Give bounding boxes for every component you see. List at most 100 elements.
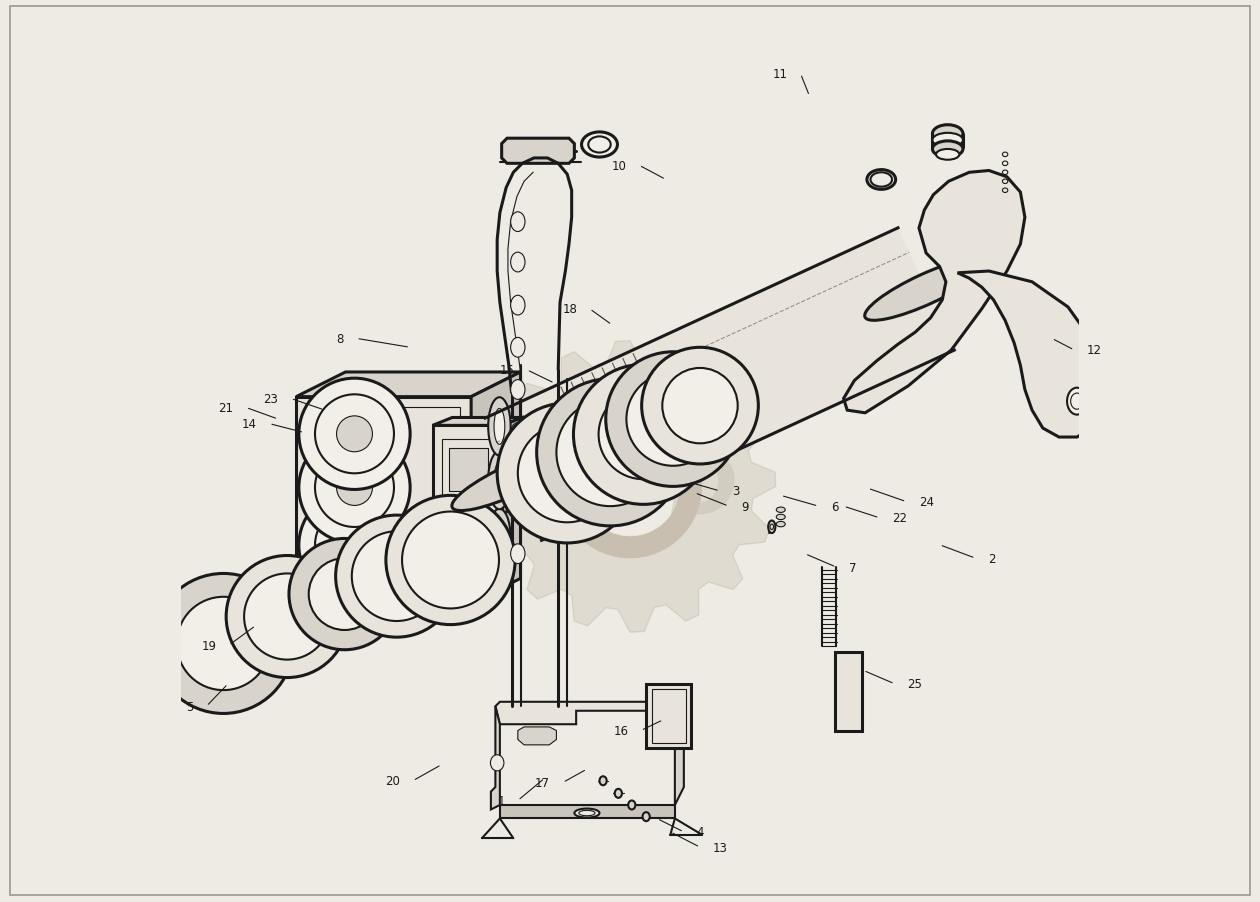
- Text: 13: 13: [713, 841, 727, 853]
- Ellipse shape: [932, 133, 963, 148]
- Ellipse shape: [643, 813, 650, 821]
- Ellipse shape: [1094, 362, 1109, 382]
- Polygon shape: [675, 706, 684, 805]
- Polygon shape: [501, 139, 575, 164]
- Text: 8: 8: [336, 333, 344, 345]
- Circle shape: [498, 403, 638, 543]
- Polygon shape: [495, 702, 684, 724]
- Polygon shape: [518, 727, 557, 745]
- Circle shape: [402, 512, 499, 609]
- Polygon shape: [675, 706, 684, 805]
- Circle shape: [581, 437, 679, 537]
- Text: 20: 20: [386, 775, 401, 787]
- Polygon shape: [518, 727, 557, 745]
- Circle shape: [557, 399, 664, 507]
- Circle shape: [244, 574, 330, 660]
- Ellipse shape: [488, 509, 510, 567]
- Ellipse shape: [582, 133, 617, 158]
- Ellipse shape: [575, 809, 600, 817]
- Circle shape: [336, 417, 373, 452]
- Text: 22: 22: [892, 511, 907, 525]
- Text: 11: 11: [772, 68, 788, 81]
- Circle shape: [309, 558, 381, 630]
- Ellipse shape: [615, 789, 622, 798]
- Polygon shape: [501, 139, 575, 164]
- Polygon shape: [296, 397, 471, 603]
- Ellipse shape: [510, 338, 525, 358]
- Polygon shape: [432, 418, 523, 426]
- Ellipse shape: [776, 522, 785, 527]
- Ellipse shape: [510, 253, 525, 272]
- Circle shape: [226, 556, 348, 677]
- Ellipse shape: [452, 448, 575, 511]
- Polygon shape: [844, 171, 1024, 413]
- Bar: [834, 652, 862, 731]
- Circle shape: [299, 432, 410, 544]
- Polygon shape: [296, 373, 520, 397]
- Text: 6: 6: [832, 500, 838, 513]
- Text: 2: 2: [988, 552, 995, 565]
- Bar: [646, 684, 690, 749]
- Text: 21: 21: [218, 401, 233, 414]
- Text: 3: 3: [732, 485, 740, 498]
- Circle shape: [606, 353, 741, 487]
- Polygon shape: [485, 228, 954, 540]
- Ellipse shape: [494, 409, 505, 445]
- Polygon shape: [471, 373, 520, 603]
- Polygon shape: [296, 373, 520, 397]
- Ellipse shape: [494, 520, 505, 557]
- Ellipse shape: [510, 296, 525, 316]
- Text: 1: 1: [498, 794, 505, 807]
- Polygon shape: [432, 426, 503, 514]
- Circle shape: [336, 470, 373, 506]
- Ellipse shape: [510, 502, 525, 522]
- Text: 9: 9: [741, 500, 748, 513]
- Circle shape: [518, 424, 616, 523]
- Ellipse shape: [490, 755, 504, 771]
- Ellipse shape: [600, 777, 606, 786]
- Text: 4: 4: [697, 825, 704, 839]
- Ellipse shape: [776, 508, 785, 513]
- Text: 5: 5: [186, 700, 194, 713]
- Ellipse shape: [864, 258, 988, 321]
- Circle shape: [176, 597, 270, 690]
- Circle shape: [386, 496, 515, 625]
- Circle shape: [336, 528, 373, 564]
- Bar: [651, 689, 685, 743]
- Polygon shape: [503, 418, 523, 514]
- Polygon shape: [500, 805, 675, 818]
- Circle shape: [663, 369, 737, 444]
- Circle shape: [537, 379, 684, 526]
- Ellipse shape: [510, 464, 525, 483]
- Ellipse shape: [510, 544, 525, 564]
- Bar: [441, 439, 495, 501]
- Polygon shape: [432, 418, 523, 426]
- Circle shape: [299, 490, 410, 602]
- Polygon shape: [958, 272, 1105, 437]
- Text: 17: 17: [536, 777, 551, 789]
- Circle shape: [289, 538, 401, 650]
- Polygon shape: [491, 706, 500, 810]
- Polygon shape: [296, 397, 471, 603]
- Circle shape: [641, 348, 759, 465]
- Text: 19: 19: [202, 639, 217, 652]
- Circle shape: [598, 390, 688, 480]
- Text: OPD: OPD: [538, 451, 740, 532]
- Polygon shape: [491, 706, 500, 810]
- Polygon shape: [844, 171, 1024, 413]
- Ellipse shape: [494, 463, 505, 499]
- Ellipse shape: [932, 142, 963, 158]
- Ellipse shape: [1067, 388, 1087, 415]
- Text: 15: 15: [499, 364, 514, 377]
- Polygon shape: [495, 702, 684, 724]
- Polygon shape: [484, 341, 776, 632]
- Ellipse shape: [1096, 366, 1105, 378]
- Text: 7: 7: [849, 561, 857, 574]
- Circle shape: [558, 415, 702, 558]
- Ellipse shape: [488, 398, 510, 456]
- Ellipse shape: [510, 213, 525, 233]
- Text: 18: 18: [562, 303, 577, 316]
- Circle shape: [335, 516, 457, 638]
- Bar: [307, 408, 460, 593]
- Text: 14: 14: [242, 418, 257, 430]
